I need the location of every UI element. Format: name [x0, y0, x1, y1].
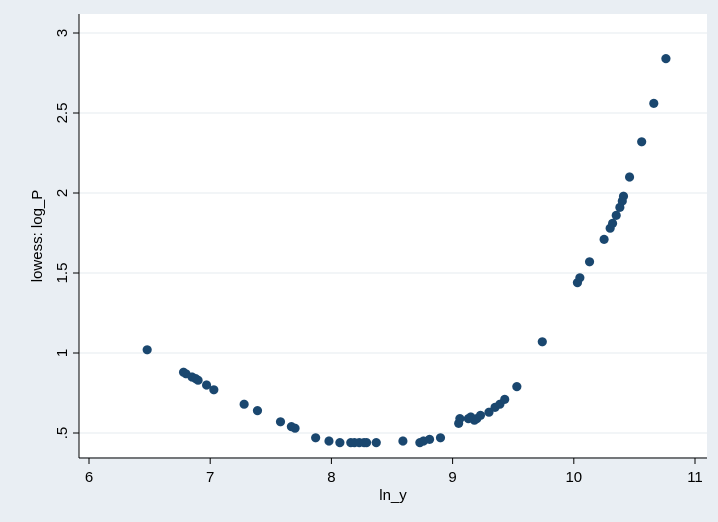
- data-point: [324, 436, 334, 446]
- x-tick-label: 9: [448, 469, 456, 486]
- data-point: [371, 438, 381, 448]
- data-point: [311, 433, 321, 443]
- data-point: [290, 423, 300, 433]
- data-point: [637, 137, 647, 147]
- data-point: [455, 414, 465, 424]
- y-tick-label: 2: [54, 189, 71, 197]
- y-axis-ticks: .5 1 1.5 2 2.5 3: [54, 29, 79, 439]
- y-tick-label: 1: [54, 349, 71, 357]
- data-point: [500, 394, 510, 404]
- data-point: [475, 410, 486, 420]
- y-tick-label: 3: [54, 29, 71, 37]
- data-point: [193, 375, 203, 385]
- x-tick-label: 11: [687, 469, 703, 486]
- data-point: [209, 385, 219, 395]
- data-point: [398, 436, 408, 446]
- y-tick-label: .5: [54, 427, 71, 440]
- data-point: [624, 172, 635, 182]
- data-point: [239, 399, 249, 409]
- data-point: [661, 54, 671, 64]
- x-axis-ticks: 6 7 8 9 10 11: [85, 458, 703, 486]
- data-point: [142, 345, 152, 355]
- data-point: [575, 273, 585, 283]
- y-axis-title: lowess: log_P: [29, 190, 46, 283]
- x-axis-title: ln_y: [379, 487, 407, 504]
- y-tick-label: 1.5: [54, 263, 71, 284]
- x-tick-label: 6: [85, 469, 93, 486]
- data-point: [537, 337, 547, 347]
- data-point: [335, 438, 345, 448]
- x-tick-label: 7: [206, 469, 214, 486]
- plot-area: [79, 14, 707, 457]
- data-point: [435, 433, 446, 443]
- data-point: [611, 210, 621, 220]
- data-point: [607, 218, 618, 228]
- data-point: [275, 417, 286, 427]
- data-point: [649, 98, 659, 108]
- data-point: [201, 380, 212, 390]
- data-point: [424, 434, 435, 444]
- x-tick-label: 8: [327, 469, 335, 486]
- x-tick-label: 10: [565, 469, 582, 486]
- grid-lines: [79, 32, 707, 434]
- data-point: [361, 438, 372, 448]
- y-tick-label: 2.5: [54, 103, 71, 124]
- data-point: [599, 234, 609, 244]
- data-points: [142, 54, 671, 448]
- data-point: [584, 257, 595, 267]
- data-point: [252, 406, 263, 416]
- data-point: [512, 382, 522, 392]
- data-point: [618, 191, 629, 201]
